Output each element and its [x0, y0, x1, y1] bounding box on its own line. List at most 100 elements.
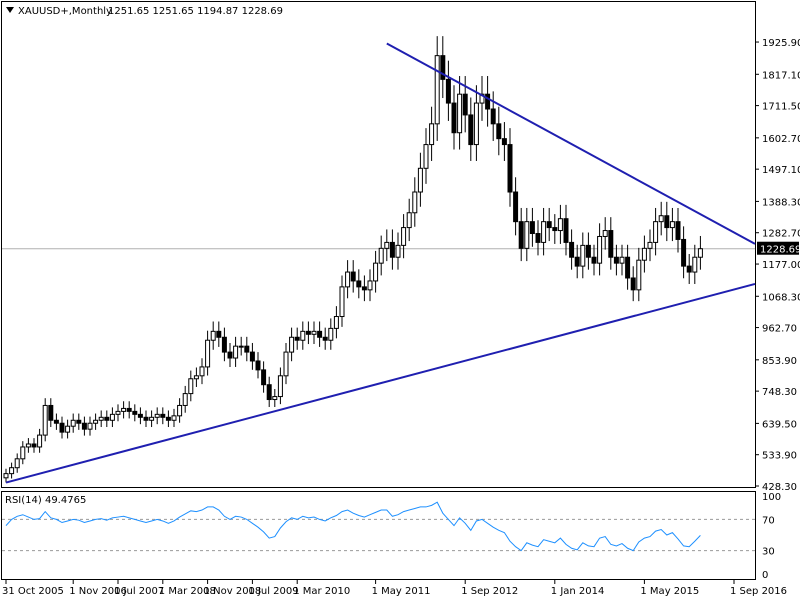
candle	[451, 85, 457, 150]
candle	[697, 235, 703, 270]
candle	[647, 229, 653, 262]
candle	[524, 207, 530, 262]
candle	[423, 128, 429, 184]
candle	[238, 336, 244, 356]
candle	[205, 330, 211, 376]
candle-body	[574, 256, 580, 267]
candle-body	[249, 351, 255, 362]
candle	[552, 214, 558, 244]
candle	[585, 232, 591, 270]
candle-body	[507, 144, 513, 193]
candle	[557, 204, 563, 244]
candle	[619, 244, 625, 276]
candle-body	[126, 407, 132, 412]
candles-layer	[3, 36, 703, 483]
candle-body	[608, 230, 614, 258]
candle	[216, 321, 222, 347]
candle-body	[412, 191, 418, 214]
candle-body	[692, 256, 698, 273]
candle-body	[216, 330, 222, 338]
candle-body	[356, 280, 362, 288]
candle-body	[65, 425, 71, 433]
candle-body	[76, 419, 82, 424]
candle-body	[322, 336, 328, 341]
candle	[518, 207, 524, 262]
price-tick-label: 1925.90	[762, 38, 800, 49]
candle	[473, 85, 479, 161]
candle	[669, 207, 675, 242]
candle-body	[25, 443, 31, 448]
candle-body	[501, 138, 507, 146]
rsi-axis: 100 70 30 0	[762, 492, 781, 581]
candle-body	[305, 330, 311, 335]
candle	[507, 128, 513, 207]
candle-body	[9, 467, 15, 475]
candle-body	[149, 416, 155, 421]
candle	[546, 207, 552, 242]
candle	[289, 327, 295, 362]
candle	[608, 217, 614, 270]
time-tick-label: 1 Jan 2014	[551, 586, 605, 597]
candle	[675, 207, 681, 253]
candle	[490, 91, 496, 141]
candle-body	[53, 419, 59, 424]
candle	[445, 60, 451, 121]
candle-body	[429, 123, 435, 146]
trendline-support[interactable]	[5, 282, 756, 484]
candle-body	[664, 215, 670, 229]
dropdown-triangle-icon[interactable]	[6, 7, 14, 13]
candle	[574, 244, 580, 279]
candle-body	[361, 286, 367, 291]
trendline-resistance[interactable]	[386, 42, 756, 245]
current-price-marker-bg	[757, 241, 799, 255]
candle	[406, 198, 412, 242]
candle	[513, 177, 519, 236]
candle-body	[546, 221, 552, 229]
candle-body	[266, 384, 272, 401]
candle-body	[529, 221, 535, 235]
price-tick-label: 1817.10	[762, 70, 800, 81]
candle-body	[602, 230, 608, 237]
candle	[143, 410, 149, 428]
price-tick-label: 1068.30	[762, 292, 800, 303]
candle-body	[378, 247, 384, 264]
candle-body	[468, 114, 474, 146]
time-tick-label: 1 Sep 2016	[730, 586, 787, 597]
candle-body	[272, 396, 278, 401]
current-price-marker: 1228.69	[757, 241, 800, 256]
candle	[597, 223, 603, 276]
rsi-label: RSI(14) 49.4765	[5, 495, 86, 506]
candle	[636, 247, 642, 302]
candle	[261, 361, 267, 393]
candle	[93, 413, 99, 430]
candle	[496, 106, 502, 156]
candle-body	[681, 238, 687, 267]
candle-body	[350, 271, 356, 282]
candle-body	[580, 244, 586, 267]
price-tick-label: 1282.70	[762, 229, 800, 240]
candle-body	[647, 241, 653, 249]
price-tick-label: 853.90	[762, 356, 797, 367]
time-tick-label: 1 Mar 2010	[293, 586, 350, 597]
candle-body	[70, 419, 76, 427]
candle	[210, 321, 216, 350]
candle	[412, 177, 418, 227]
current-price-marker-label: 1228.69	[760, 245, 800, 256]
time-tick-label: 1 Nov 2006	[69, 586, 127, 597]
symbol-label: XAUUSD+,Monthly	[18, 6, 112, 17]
candle	[350, 260, 356, 293]
time-tick-label: 1 Jul 2007	[114, 586, 164, 597]
candle-body	[154, 413, 160, 418]
candle-body	[188, 378, 194, 395]
candle-body	[389, 241, 395, 258]
candle-body	[625, 256, 631, 279]
candle	[121, 401, 127, 419]
candle-body	[445, 78, 451, 104]
main-panel-frame	[1, 1, 756, 488]
candle	[182, 385, 188, 413]
candle	[233, 336, 239, 367]
rsi-line-layer	[5, 501, 701, 552]
price-tick-label: 533.90	[762, 451, 797, 462]
candle	[14, 453, 20, 473]
